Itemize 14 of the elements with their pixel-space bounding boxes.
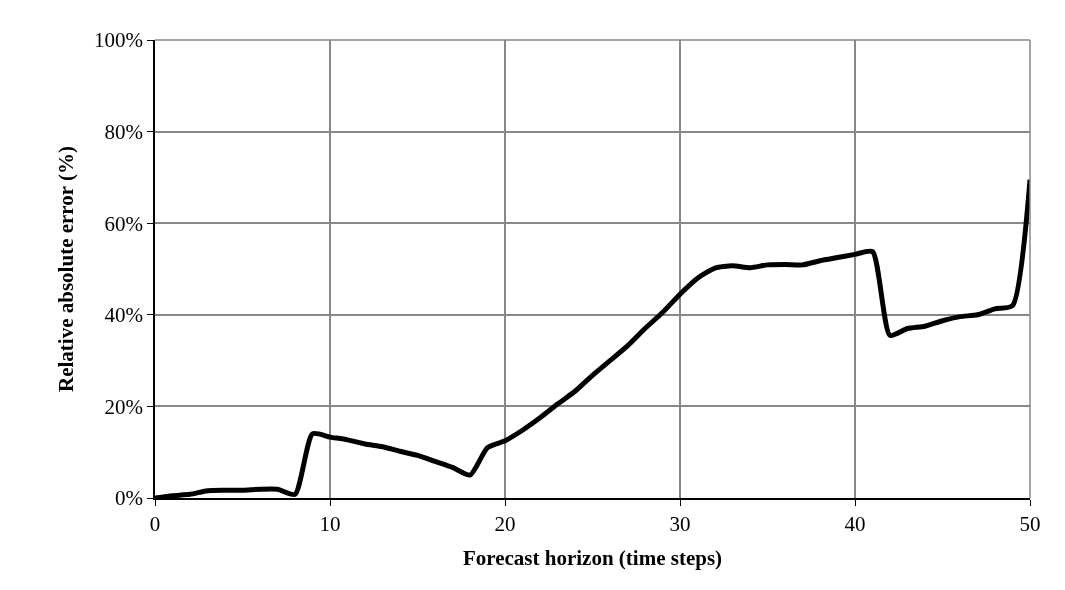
x-tick-label: 0	[149, 511, 161, 536]
x-tick-label: 20	[494, 511, 516, 536]
y-tick-label: 40%	[104, 303, 144, 328]
x-tick-label: 50	[1019, 511, 1041, 536]
y-tick-label: 80%	[104, 119, 144, 144]
y-tick-label: 0%	[115, 486, 144, 511]
x-tick-label: 40	[844, 511, 866, 536]
y-tick-label: 20%	[104, 394, 144, 419]
y-tick-label: 60%	[104, 211, 144, 236]
y-axis-title: Relative absolute error (%)	[53, 146, 78, 392]
x-tick-label: 10	[319, 511, 341, 536]
x-tick-label: 30	[669, 511, 691, 536]
x-axis-title: Forecast horizon (time steps)	[462, 545, 723, 570]
y-tick-label: 100%	[94, 28, 144, 53]
